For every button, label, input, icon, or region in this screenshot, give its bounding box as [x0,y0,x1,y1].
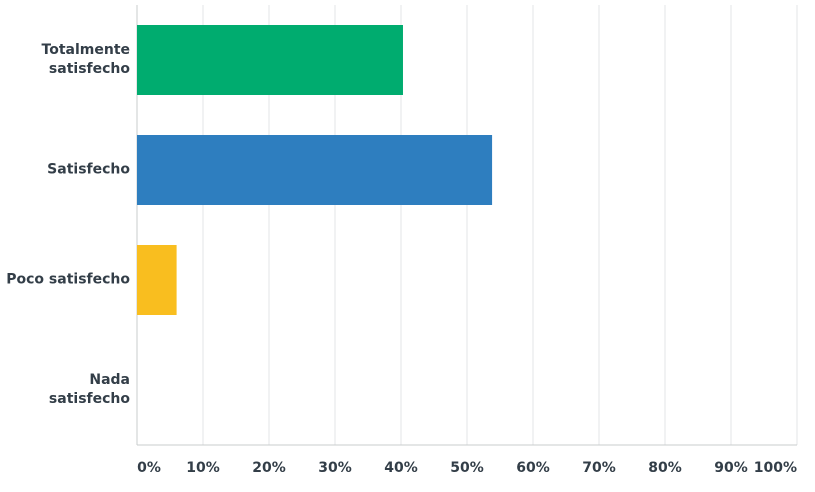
x-tick-label: 0% [137,460,161,476]
x-tick-label: 50% [450,460,484,476]
x-tick-label: 70% [582,460,616,476]
bar [137,25,403,95]
x-tick-label: 60% [516,460,550,476]
y-tick-label: Totalmente satisfecho [41,42,130,77]
y-tick-label: Nada satisfecho [48,372,130,407]
x-tick-label: 100% [754,460,797,476]
y-tick-label: Poco satisfecho [6,271,130,288]
x-tick-label: 90% [714,460,748,476]
bar [137,135,493,205]
x-tick-label: 10% [186,460,220,476]
x-tick-label: 20% [252,460,286,476]
x-tick-label: 80% [648,460,682,476]
bar [137,245,177,315]
y-tick-label: Satisfecho [47,161,130,178]
x-tick-label: 40% [384,460,418,476]
x-tick-label: 30% [318,460,352,476]
